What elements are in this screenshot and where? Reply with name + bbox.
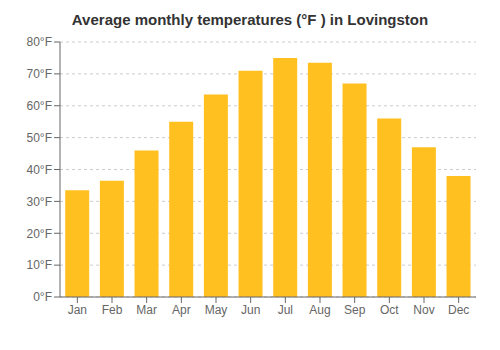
svg-text:40°F: 40°F: [27, 163, 52, 177]
svg-text:Jul: Jul: [278, 303, 293, 317]
svg-text:70°F: 70°F: [27, 67, 52, 81]
svg-text:0°F: 0°F: [33, 290, 52, 304]
svg-text:Dec: Dec: [448, 303, 469, 317]
svg-text:Feb: Feb: [102, 303, 123, 317]
svg-text:Apr: Apr: [172, 303, 191, 317]
svg-text:May: May: [205, 303, 228, 317]
svg-text:Sep: Sep: [344, 303, 366, 317]
svg-text:Mar: Mar: [136, 303, 157, 317]
svg-text:80°F: 80°F: [27, 35, 52, 49]
svg-text:60°F: 60°F: [27, 99, 52, 113]
svg-text:20°F: 20°F: [27, 227, 52, 241]
svg-text:Jan: Jan: [68, 303, 87, 317]
svg-text:50°F: 50°F: [27, 131, 52, 145]
svg-text:30°F: 30°F: [27, 195, 52, 209]
html-text:Average monthly temperatures (: Average monthly temperatures (°F ) in Lo…: [71, 11, 429, 28]
svg-text:Aug: Aug: [309, 303, 330, 317]
svg-text:Oct: Oct: [380, 303, 399, 317]
svg-text:Nov: Nov: [413, 303, 434, 317]
svg-text:Jun: Jun: [241, 303, 260, 317]
svg-text:10°F: 10°F: [27, 258, 52, 272]
